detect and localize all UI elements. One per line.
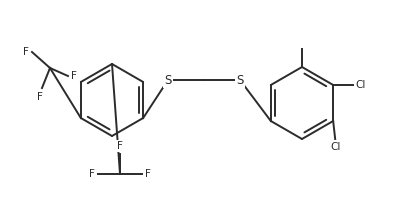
Text: S: S — [236, 73, 244, 86]
Text: Cl: Cl — [330, 142, 340, 152]
Text: F: F — [117, 141, 123, 151]
Text: Cl: Cl — [355, 80, 365, 90]
Text: F: F — [145, 169, 151, 179]
Text: F: F — [23, 47, 29, 57]
Text: F: F — [71, 71, 77, 81]
Text: S: S — [164, 73, 172, 86]
Text: F: F — [89, 169, 95, 179]
Text: F: F — [37, 92, 43, 102]
